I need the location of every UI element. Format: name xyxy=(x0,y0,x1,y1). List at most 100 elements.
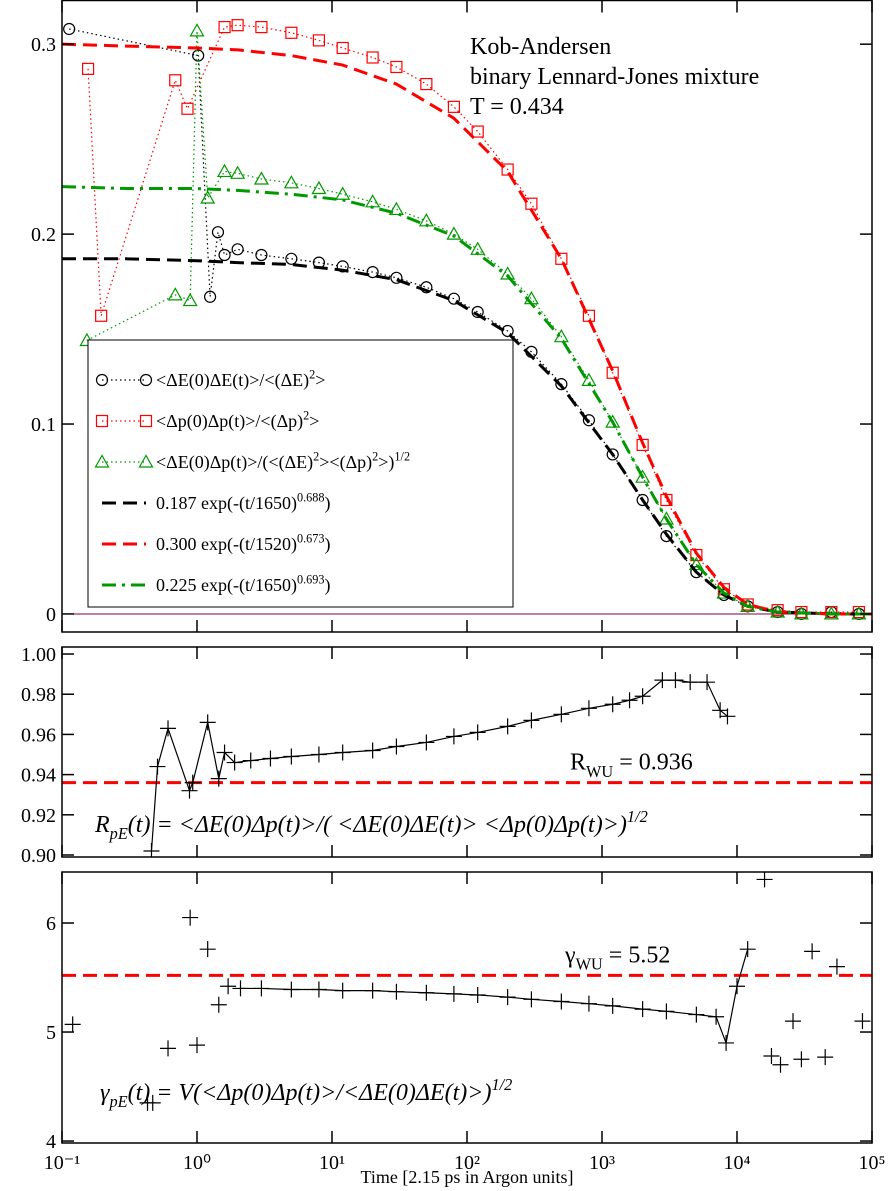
marker-triangle xyxy=(138,454,154,468)
marker-circle xyxy=(231,243,244,256)
y-tick-label: 0.1 xyxy=(31,414,56,436)
marker-triangle xyxy=(335,186,351,200)
marker-square xyxy=(471,125,484,138)
marker-plus xyxy=(667,672,684,689)
series-line xyxy=(240,949,749,1046)
text-run: ) xyxy=(325,575,331,596)
marker-plus xyxy=(553,993,570,1010)
marker-square xyxy=(690,548,703,562)
series-line xyxy=(150,679,728,852)
y-tick-label: 0.96 xyxy=(21,724,56,746)
marker-circle xyxy=(660,529,673,543)
marker-plus xyxy=(310,981,327,998)
marker-plus xyxy=(199,941,216,958)
marker-square xyxy=(181,102,194,115)
marker-plus xyxy=(199,714,216,731)
fit-line xyxy=(62,42,872,616)
marker-plus xyxy=(499,989,516,1006)
marker-square xyxy=(218,20,231,34)
marker-plus xyxy=(445,985,462,1002)
marker-square xyxy=(95,414,109,428)
marker-plus xyxy=(712,702,729,719)
marker-plus xyxy=(242,752,259,769)
text-run: <ΔE(0)Δp(t)>/(<(ΔE) xyxy=(156,452,313,473)
marker-square xyxy=(81,62,95,75)
formula: γpE(t) = V(<Δp(0)Δp(t)>/<ΔE(0)ΔE(t)>)1/2 xyxy=(100,1075,512,1111)
y-tick-label: 0 xyxy=(46,604,56,626)
marker-triangle xyxy=(716,585,732,599)
plot-area xyxy=(62,19,872,621)
marker-plus xyxy=(149,758,166,775)
marker-plus xyxy=(144,1094,161,1111)
plot-frame xyxy=(61,0,873,633)
marker-square xyxy=(255,20,268,34)
marker-square xyxy=(447,100,461,113)
marker-plus xyxy=(729,978,745,995)
text-run: 0.300 exp(-(t/1520) xyxy=(156,534,297,555)
marker-triangle xyxy=(189,23,205,37)
marker-triangle xyxy=(253,171,269,185)
marker-circle xyxy=(203,290,217,303)
marker-plus xyxy=(763,1048,780,1065)
text-run: > xyxy=(315,370,325,390)
marker-plus xyxy=(182,909,199,926)
marker-plus xyxy=(604,696,621,713)
marker-triangle xyxy=(635,469,651,483)
marker-circle xyxy=(218,248,231,262)
text-run: γ xyxy=(100,1080,110,1106)
marker-plus xyxy=(793,1051,810,1068)
y-tick-label: 6 xyxy=(46,913,56,935)
text-run: ><(Δp) xyxy=(319,452,372,473)
marker-square xyxy=(501,163,514,176)
marker-triangle xyxy=(311,180,327,195)
marker-square xyxy=(366,51,379,64)
marker-plus xyxy=(756,872,773,888)
reference-label: γWU = 5.52 xyxy=(564,942,670,973)
text-run: γ xyxy=(564,942,576,968)
legend-label: <ΔE(0)ΔE(t)>/<(ΔE)2> xyxy=(156,367,325,391)
marker-plus xyxy=(364,742,381,759)
marker-plus xyxy=(388,983,405,1000)
marker-plus xyxy=(699,674,716,691)
marker-plus xyxy=(621,692,638,709)
marker-triangle xyxy=(388,201,404,216)
marker-circle xyxy=(471,305,484,319)
marker-square xyxy=(169,74,182,87)
marker-plus xyxy=(364,982,381,999)
marker-plus xyxy=(334,982,351,999)
text-supscript: 1/2 xyxy=(394,449,410,463)
text-supscript: 0.693 xyxy=(297,572,325,586)
marker-plus xyxy=(160,720,177,737)
marker-triangle xyxy=(283,175,299,189)
x-tick-label: 10⁵ xyxy=(859,1152,886,1174)
marker-plus xyxy=(828,958,845,975)
text-run: = 0.936 xyxy=(613,750,693,776)
marker-square xyxy=(555,252,568,265)
marker-plus xyxy=(160,1040,177,1057)
marker-circle xyxy=(555,378,568,391)
marker-plus xyxy=(523,712,540,729)
marker-square xyxy=(420,77,433,91)
y-tick-label: 0.94 xyxy=(21,765,56,787)
marker-plus xyxy=(388,738,405,755)
plot-frame xyxy=(61,871,873,1144)
marker-circle xyxy=(336,260,349,273)
formula: RpE(t) = <ΔE(0)Δp(t)>/( <ΔE(0)ΔE(t)> <Δp… xyxy=(94,807,648,843)
marker-plus xyxy=(658,1003,675,1020)
legend-label: <Δp(0)Δp(t)>/<(Δp)2> xyxy=(156,408,319,432)
text-run: (t) = <ΔE(0)Δp(t)>/( <ΔE(0)ΔE(t)> <Δp(0)… xyxy=(128,812,627,838)
marker-circle xyxy=(390,271,403,284)
marker-plus xyxy=(283,981,300,998)
y-tick-label: 4 xyxy=(46,1131,56,1153)
marker-triangle xyxy=(365,194,381,208)
text-supscript: 1/2 xyxy=(627,807,648,826)
text-run: <Δp(0)Δp(t)>/<(Δp) xyxy=(156,411,303,432)
annotation: Kob-Andersen xyxy=(470,34,611,60)
legend-label: 0.187 exp(-(t/1650)0.688) xyxy=(156,490,331,514)
fit-line xyxy=(62,185,872,616)
marker-plus xyxy=(334,744,351,761)
marker-circle xyxy=(192,49,205,62)
marker-square xyxy=(336,41,349,55)
y-tick-label: 5 xyxy=(46,1022,56,1044)
